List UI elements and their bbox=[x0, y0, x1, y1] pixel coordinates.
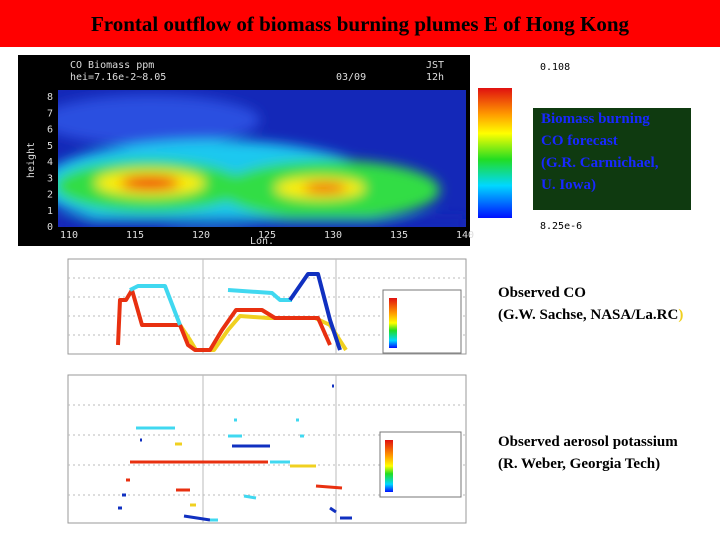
colorbar-min: 8.25e-6 bbox=[540, 221, 582, 232]
model-plot: CO Biomass ppm JST hei=7.16e-2~8.05 03/0… bbox=[18, 55, 582, 247]
colorbar-max: 0.108 bbox=[540, 62, 570, 73]
y-tick-label: 5 bbox=[47, 141, 53, 152]
variable: CO Biomass ppm bbox=[70, 60, 154, 71]
flight-traces bbox=[116, 272, 348, 352]
colorbar bbox=[478, 88, 512, 218]
potassium-plot bbox=[67, 374, 467, 524]
caption-line: Observed aerosol potassium bbox=[498, 434, 678, 450]
x-tick-label: 135 bbox=[390, 230, 408, 241]
caption-line: Observed CO bbox=[498, 285, 586, 301]
y-tick-label: 7 bbox=[47, 108, 53, 119]
x-tick-label: 140 bbox=[456, 230, 474, 241]
x-tick-label: 110 bbox=[60, 230, 78, 241]
y-axis-label: height bbox=[26, 142, 37, 178]
caption-line: CO forecast bbox=[541, 133, 618, 149]
legend-strip bbox=[389, 298, 397, 348]
level: hei=7.16e-2~8.05 bbox=[70, 72, 166, 83]
legend-strip bbox=[385, 440, 393, 492]
y-tick-label: 2 bbox=[47, 190, 53, 201]
y-tick-label: 3 bbox=[47, 173, 53, 184]
x-axis-label: Lon. bbox=[250, 236, 274, 247]
caption-line: Biomass burning bbox=[541, 111, 650, 127]
caption-line: (G.W. Sachse, NASA/La.RC) bbox=[498, 307, 683, 323]
x-tick-label: 120 bbox=[192, 230, 210, 241]
y-tick-label: 0 bbox=[47, 222, 53, 233]
caption-box bbox=[533, 108, 691, 210]
title: Frontal outflow of biomass burning plume… bbox=[91, 12, 630, 36]
sample-points bbox=[118, 384, 352, 522]
title-bar bbox=[0, 0, 720, 47]
y-tick-label: 1 bbox=[47, 206, 53, 217]
x-tick-label: 125 bbox=[258, 230, 276, 241]
observed-co-plot bbox=[67, 258, 467, 355]
y-tick-label: 4 bbox=[47, 157, 53, 168]
caption-line: (R. Weber, Georgia Tech) bbox=[498, 456, 660, 472]
contour-field bbox=[58, 90, 466, 227]
caption-text: ) bbox=[678, 307, 683, 323]
hour: 12h bbox=[426, 72, 444, 83]
time-zone: JST bbox=[426, 60, 444, 71]
caption-line: U. Iowa) bbox=[541, 177, 596, 193]
legend-box bbox=[379, 431, 462, 498]
caption-line: (G.R. Carmichael, bbox=[541, 155, 659, 171]
x-tick-label: 130 bbox=[324, 230, 342, 241]
y-tick-label: 8 bbox=[47, 92, 53, 103]
x-tick-label: 115 bbox=[126, 230, 144, 241]
caption-text: (G.W. Sachse, NASA/La.RC bbox=[498, 307, 678, 323]
date: 03/09 bbox=[336, 72, 366, 83]
y-tick-label: 6 bbox=[47, 125, 53, 136]
